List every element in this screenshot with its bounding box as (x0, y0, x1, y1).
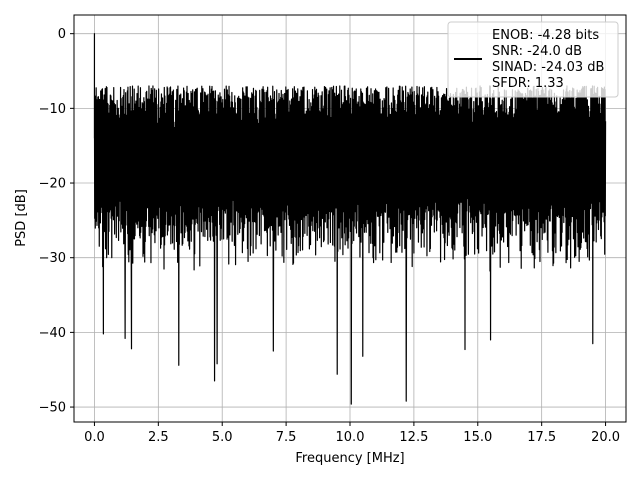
legend-snr: SNR: -24.0 dB (492, 44, 582, 59)
x-tick-label: 17.5 (527, 430, 556, 445)
x-tick-label: 5.0 (212, 430, 233, 445)
legend-sfdr: SFDR: 1.33 (492, 76, 564, 91)
x-tick-label: 12.5 (399, 430, 428, 445)
legend: ENOB: -4.28 bits SNR: -24.0 dB SINAD: -2… (447, 21, 619, 98)
x-tick-label: 2.5 (148, 430, 169, 445)
x-tick-label: 15.0 (463, 430, 492, 445)
psd-series-line (93, 33, 607, 405)
y-tick-label: 0 (58, 27, 66, 42)
y-tick-label: −20 (39, 177, 66, 192)
ticks: 0.0 2.5 5.0 7.5 10.0 12.5 15.0 17.5 20.0 0 −10 −20 −… (39, 27, 620, 445)
y-tick-label: −30 (39, 251, 66, 266)
y-tick-label: −40 (39, 326, 66, 341)
x-axis-label: Frequency [MHz] (295, 451, 404, 466)
y-axis-label: PSD [dB] (14, 189, 29, 247)
series-layer (93, 33, 607, 405)
x-tick-label: 0.0 (84, 430, 105, 445)
legend-enob: ENOB: -4.28 bits (492, 28, 599, 43)
legend-box (447, 21, 619, 98)
y-tick-label: −50 (39, 401, 66, 416)
y-tick-label: −10 (39, 102, 66, 117)
x-tick-label: 7.5 (276, 430, 297, 445)
legend-sinad: SINAD: -24.03 dB (492, 60, 604, 75)
x-tick-label: 20.0 (591, 430, 620, 445)
x-tick-label: 10.0 (336, 430, 365, 445)
